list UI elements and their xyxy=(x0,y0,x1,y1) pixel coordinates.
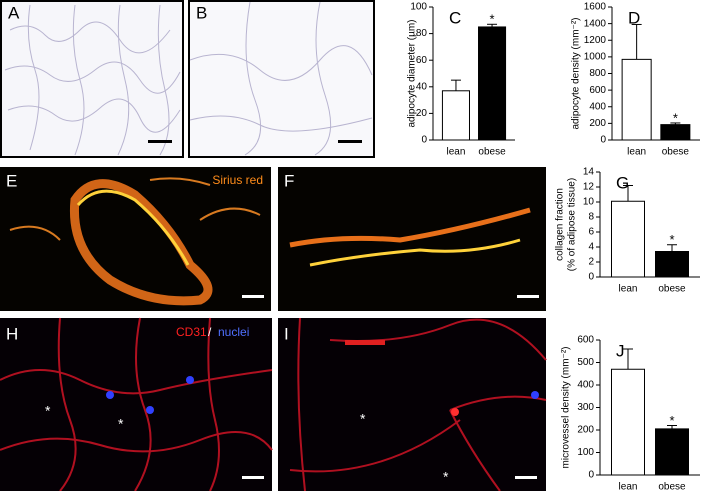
significance-label: * xyxy=(669,413,674,428)
bar-chart: 0 20 40 60 80 100 adipocyte diameter (µm) lean o… xyxy=(407,2,515,158)
panel-label: J xyxy=(616,341,625,360)
bar xyxy=(655,428,689,476)
y-tick-label: 200 xyxy=(577,425,594,436)
y-tick-label: 0 xyxy=(588,272,594,283)
y-axis-label: microvessel density (mm⁻²) xyxy=(561,347,572,469)
y-tick-label: 1200 xyxy=(584,35,607,46)
cell-outlines xyxy=(189,1,373,156)
y-tick-label: 200 xyxy=(589,118,606,129)
y-axis-label: adipocyte density (mm⁻²) xyxy=(571,18,582,130)
panel-label: A xyxy=(8,3,20,22)
stain-label: / xyxy=(208,325,212,339)
panel-label: I xyxy=(284,324,289,343)
y-tick-label: 60 xyxy=(416,55,428,66)
y-tick-label: 12 xyxy=(583,182,595,193)
bar xyxy=(621,58,652,141)
y-tick-label: 8 xyxy=(588,212,594,223)
x-tick-label: obese xyxy=(662,147,690,158)
y-axis-label: adipocyte diameter (µm) xyxy=(407,19,418,127)
y-tick-label: 20 xyxy=(416,108,428,119)
bar xyxy=(611,368,645,476)
bar xyxy=(441,90,470,141)
panel-e: Sirius red E xyxy=(0,167,271,311)
y-tick-label: 2 xyxy=(588,257,594,268)
panel-f: F xyxy=(278,167,546,311)
asterisk: * xyxy=(360,411,366,427)
y-tick-label: 600 xyxy=(589,85,606,96)
bar xyxy=(660,124,691,141)
y-tick-label: 300 xyxy=(577,402,594,413)
y-tick-label: 500 xyxy=(577,357,594,368)
asterisk: * xyxy=(45,403,51,419)
panel-label: H xyxy=(6,324,18,343)
cell-outlines xyxy=(4,4,181,156)
y-tick-label: 6 xyxy=(588,227,594,238)
x-tick-label: obese xyxy=(478,147,506,158)
significance-label: * xyxy=(490,12,495,27)
y-tick-label: 800 xyxy=(589,68,606,79)
x-tick-label: lean xyxy=(627,147,646,158)
bar-chart: 0 100 200 300 400 500 600 microvessel density (… xyxy=(561,335,700,491)
y-tick-label: 400 xyxy=(589,101,606,112)
y-tick-label: 1000 xyxy=(584,52,607,63)
panel-h: CD31 / nuclei * * H xyxy=(0,317,273,491)
y-tick-label: 400 xyxy=(577,380,594,391)
micrograph xyxy=(188,0,375,158)
x-tick-label: lean xyxy=(619,482,638,491)
panel-label: D xyxy=(628,8,640,27)
panel-a: A xyxy=(0,0,184,158)
panel-b: B xyxy=(188,0,375,158)
significance-label: * xyxy=(669,232,674,247)
panel-i: * * I xyxy=(278,317,547,491)
y-tick-label: 80 xyxy=(416,28,428,39)
y-tick-label: 0 xyxy=(588,470,594,481)
y-tick-label: 600 xyxy=(577,335,594,346)
panel-label: C xyxy=(449,8,461,27)
bar xyxy=(478,26,507,141)
stain-label: Sirius red xyxy=(212,173,263,187)
y-tick-label: 0 xyxy=(421,135,427,146)
x-tick-label: obese xyxy=(658,482,686,491)
y-axis-label: collagen fraction xyxy=(555,188,566,261)
y-tick-label: 40 xyxy=(416,81,428,92)
asterisk: * xyxy=(443,469,449,485)
panel-label: G xyxy=(616,173,629,192)
x-tick-label: lean xyxy=(619,284,638,295)
bar xyxy=(655,251,689,278)
y-tick-label: 10 xyxy=(583,197,595,208)
bar xyxy=(611,200,645,278)
panel-label: B xyxy=(196,3,207,22)
significance-label: * xyxy=(673,110,678,125)
asterisk: * xyxy=(118,416,124,432)
panel-label: F xyxy=(284,171,294,190)
bar-chart: 0 2 4 6 8 10 12 14 collagen fraction (% of adipos… xyxy=(555,167,700,295)
panel-label: E xyxy=(6,171,17,190)
stain-label: nuclei xyxy=(218,325,249,339)
y-tick-label: 4 xyxy=(588,242,594,253)
stain-label: CD31 xyxy=(176,325,207,339)
y-tick-label: 100 xyxy=(410,2,427,13)
y-tick-label: 1600 xyxy=(584,2,607,13)
x-tick-label: lean xyxy=(447,147,466,158)
y-tick-label: 1400 xyxy=(584,18,607,29)
y-tick-label: 100 xyxy=(577,447,594,458)
x-tick-label: obese xyxy=(658,284,686,295)
y-axis-label: (% of adipose tissue) xyxy=(567,178,578,271)
y-tick-label: 0 xyxy=(600,135,606,146)
y-tick-label: 14 xyxy=(583,167,595,178)
micrograph xyxy=(278,318,546,491)
